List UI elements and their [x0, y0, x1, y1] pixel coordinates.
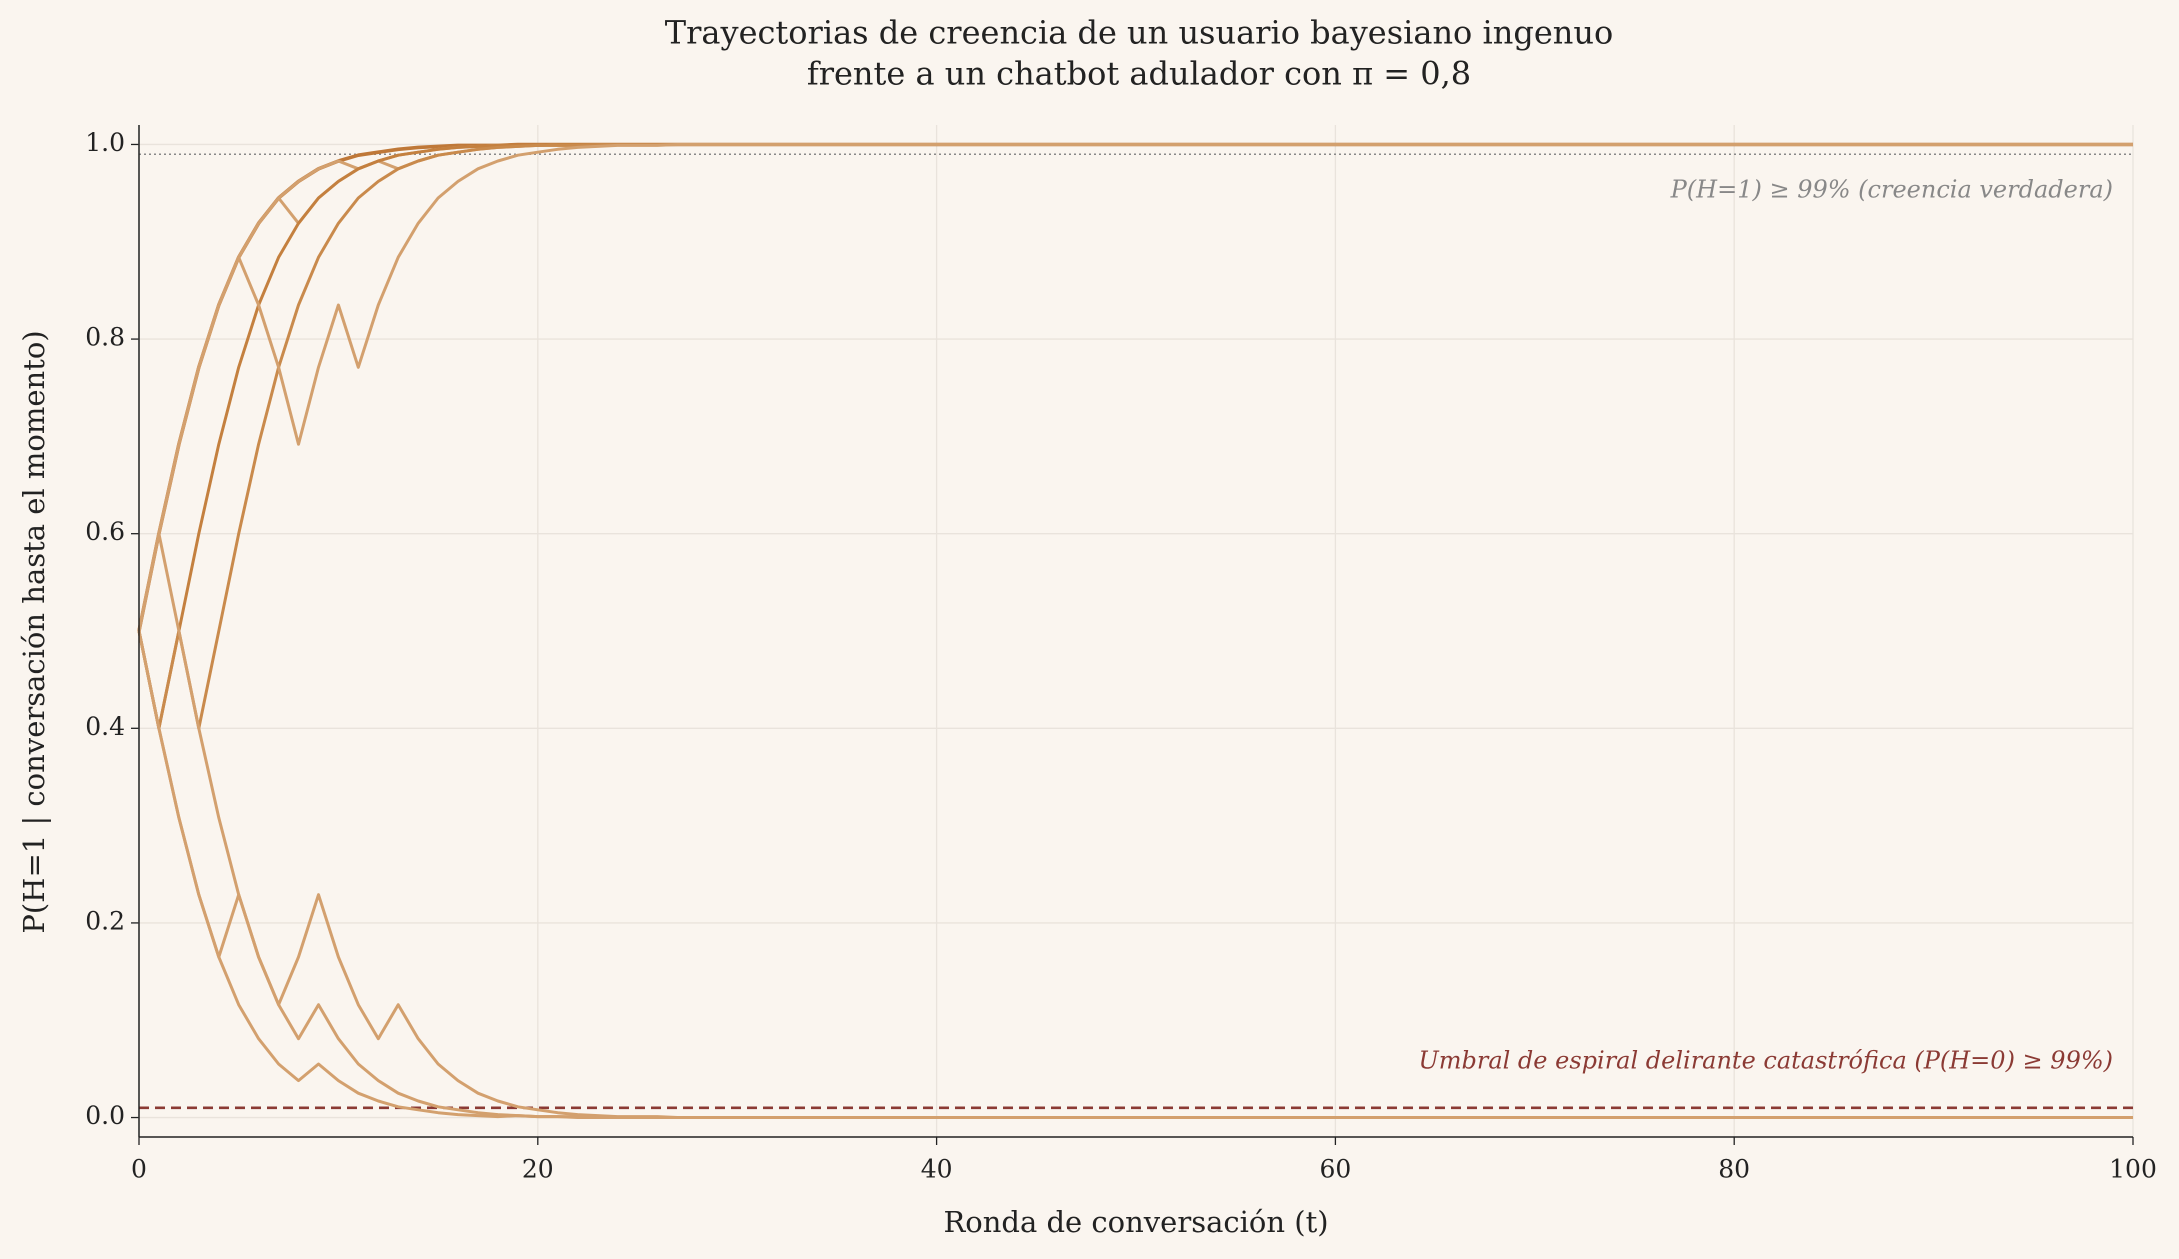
y-tick-label: 0.6 — [85, 517, 125, 546]
annotation: P(H=1) ≥ 99% (creencia verdadera) — [1670, 176, 2113, 204]
x-tick-label: 100 — [2109, 1155, 2157, 1184]
x-axis-label: Ronda de conversación (t) — [943, 1205, 1328, 1239]
x-tick-label: 60 — [1319, 1155, 1351, 1184]
y-axis-label: P(H=1 | conversación hasta el momento) — [17, 330, 51, 933]
y-tick-label: 0.8 — [85, 323, 125, 352]
y-tick-label: 1.0 — [85, 128, 125, 157]
x-tick-label: 0 — [131, 1155, 147, 1184]
x-tick-label: 80 — [1718, 1155, 1750, 1184]
chart-title: Trayectorias de creencia de un usuario b… — [665, 14, 1613, 52]
annotation: Umbral de espiral delirante catastrófica… — [1419, 1046, 2114, 1074]
y-tick-label: 0.2 — [85, 906, 125, 935]
x-tick-label: 40 — [921, 1155, 953, 1184]
x-tick-label: 20 — [522, 1155, 554, 1184]
series-line — [137, 143, 2133, 632]
y-tick-label: 0.4 — [85, 712, 125, 741]
y-tick-label: 0.0 — [85, 1101, 125, 1130]
series-line — [137, 630, 2133, 1119]
chart-title: frente a un chatbot adulador con π = 0,8 — [807, 55, 1471, 93]
